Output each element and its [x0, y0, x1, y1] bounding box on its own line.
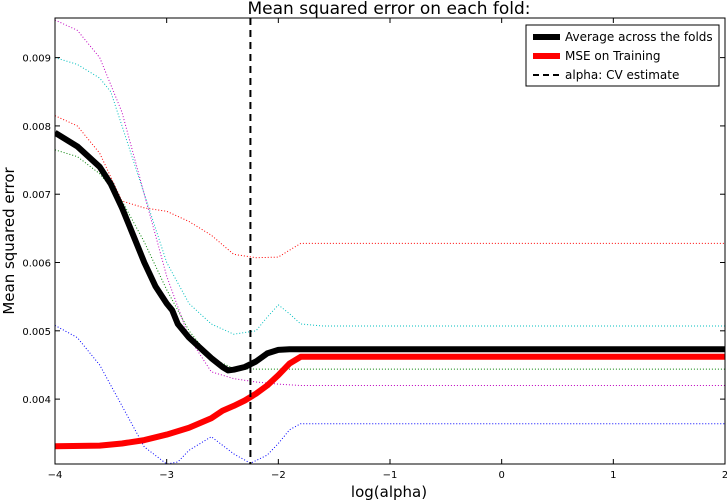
series-line-fold-red	[55, 115, 725, 259]
x-tick-label: 2	[722, 470, 727, 481]
plot-area	[55, 18, 725, 464]
series-line-fold-blue	[55, 324, 725, 464]
y-tick-label: 0.006	[22, 259, 51, 270]
x-axis-label: log(alpha)	[351, 483, 427, 501]
x-tick-label: 0	[498, 470, 504, 481]
x-tick-label: −2	[271, 470, 286, 481]
ticks-layer: −4 −3 −2 −1 0 1 2 0.004 0.005 0.006 0.007 0.008 0.00…	[22, 18, 727, 481]
y-axis-label: Mean squared error	[0, 166, 18, 314]
x-tick-label: −3	[159, 470, 174, 481]
series-line-mse-on-training	[55, 353, 725, 450]
y-tick-label: 0.007	[22, 190, 51, 201]
chart-title: Mean squared error on each fold:	[248, 0, 531, 19]
x-tick-label: 1	[610, 470, 616, 481]
series-line-fold-green	[55, 149, 725, 370]
series-layer	[55, 19, 725, 464]
series-line-average-across-the-folds	[55, 130, 725, 374]
x-tick-label: −4	[48, 470, 63, 481]
y-tick-label: 0.004	[22, 395, 51, 406]
legend-label-training: MSE on Training	[565, 49, 660, 63]
y-tick-label: 0.008	[22, 122, 51, 133]
legend-label-cv: alpha: CV estimate	[565, 68, 679, 82]
legend-label-average: Average across the folds	[565, 30, 713, 44]
y-tick-label: 0.005	[22, 327, 51, 338]
x-tick-label: −1	[383, 470, 398, 481]
legend: Average across the folds MSE on Training…	[525, 24, 720, 87]
y-tick-label: 0.009	[22, 54, 51, 65]
